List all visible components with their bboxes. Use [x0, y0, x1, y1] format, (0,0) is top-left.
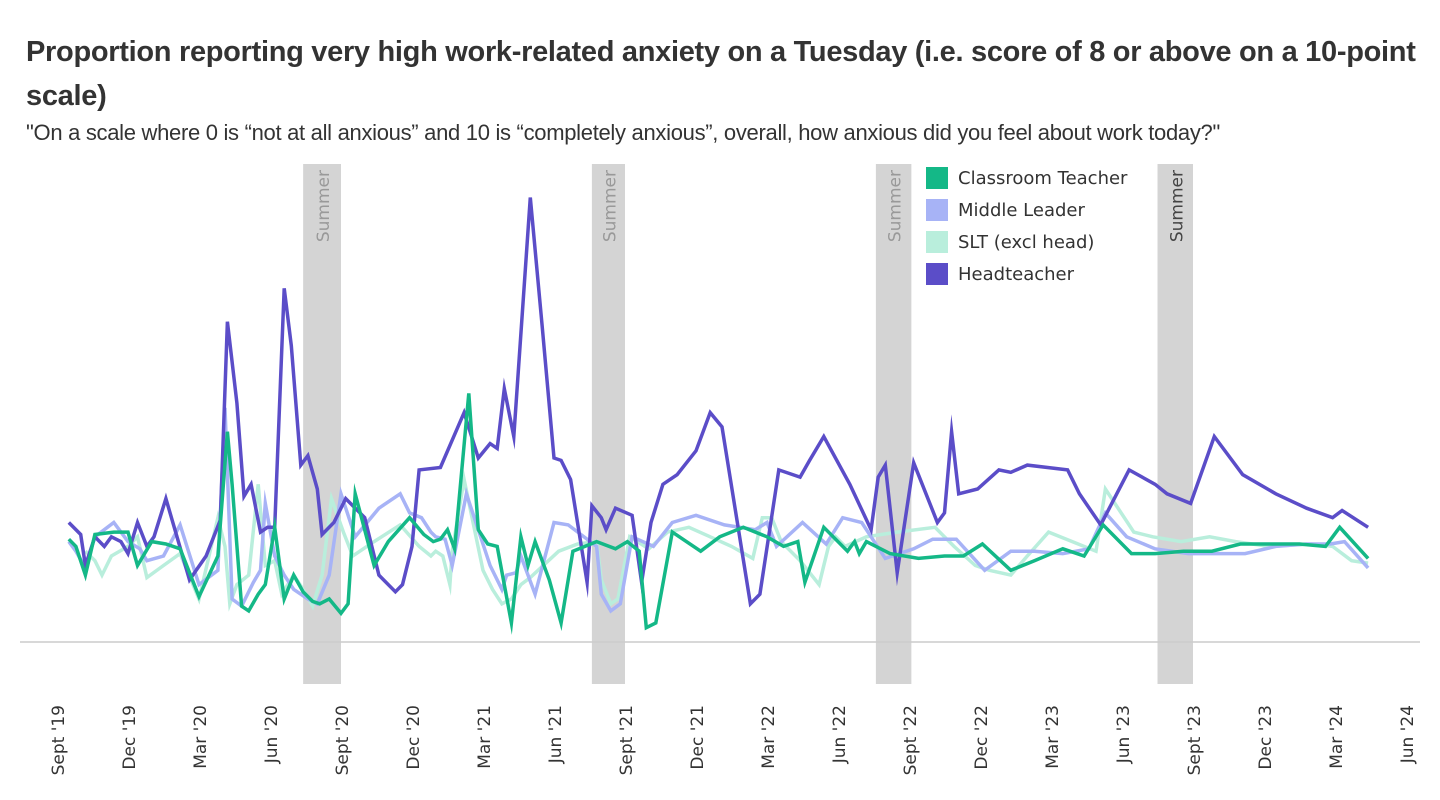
x-tick-label: Sept '23: [1185, 705, 1205, 775]
legend-label: Middle Leader: [958, 199, 1085, 221]
x-tick-label: Mar '20: [191, 705, 211, 769]
x-tick-label: Dec '19: [120, 705, 140, 770]
series-lines: [67, 197, 1370, 635]
x-tick-label: Sept '22: [901, 705, 921, 775]
series-line-classroom-teacher: [67, 393, 1370, 635]
summer-band-label: Summer: [1167, 170, 1187, 242]
x-tick-labels: Sept '19 Dec '19 Mar '20 Jun '20 Sept '20 Dec…: [49, 705, 1418, 775]
x-tick-label: Mar '21: [475, 705, 495, 769]
summer-band-label: Summer: [314, 170, 334, 242]
x-tick-label: Mar '24: [1327, 705, 1347, 769]
summer-band: [1157, 164, 1193, 684]
legend-label: SLT (excl head): [958, 231, 1095, 253]
x-tick-label: Dec '22: [972, 705, 992, 770]
x-tick-label: Jun '24: [1398, 705, 1418, 764]
legend-swatch: [926, 199, 948, 221]
x-tick-label: Mar '23: [1043, 705, 1063, 769]
x-tick-label: Dec '21: [688, 705, 708, 770]
x-tick-label: Jun '20: [262, 705, 282, 764]
legend-item-middle-leader[interactable]: Middle Leader: [926, 194, 1127, 226]
x-tick-label: Jun '21: [546, 705, 566, 764]
x-tick-label: Sept '21: [617, 705, 637, 775]
chart-title: Proportion reporting very high work-rela…: [26, 36, 1416, 112]
series-line-headteacher: [67, 197, 1370, 608]
legend-label: Classroom Teacher: [958, 167, 1128, 189]
x-tick-label: Sept '20: [333, 705, 353, 775]
x-tick-label: Jun '23: [1114, 705, 1134, 764]
legend-swatch: [926, 167, 948, 189]
legend-label: Headteacher: [958, 263, 1075, 285]
legend-item-slt-excl-head[interactable]: SLT (excl head): [926, 226, 1127, 258]
legend-swatch: [926, 231, 948, 253]
legend-item-classroom-teacher[interactable]: Classroom Teacher: [926, 162, 1127, 194]
x-tick-label: Sept '19: [49, 705, 69, 775]
x-tick-label: Mar '22: [759, 705, 779, 769]
legend: Classroom Teacher Middle Leader SLT (exc…: [926, 162, 1127, 290]
summer-band-label: Summer: [886, 170, 906, 242]
legend-swatch: [926, 263, 948, 285]
x-tick-label: Dec '20: [404, 705, 424, 770]
summer-band: [875, 164, 912, 684]
x-tick-label: Dec '23: [1256, 705, 1276, 770]
chart-subtitle: "On a scale where 0 is “not at all anxio…: [26, 120, 1220, 145]
legend-item-headteacher[interactable]: Headteacher: [926, 258, 1127, 290]
x-tick-label: Jun '22: [830, 705, 850, 764]
summer-band-label: Summer: [600, 170, 620, 242]
